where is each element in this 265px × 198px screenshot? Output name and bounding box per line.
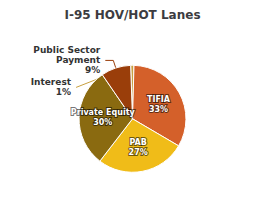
svg-text:9%: 9% bbox=[85, 65, 100, 75]
svg-text:PAB: PAB bbox=[129, 138, 146, 147]
svg-text:Payment: Payment bbox=[56, 55, 101, 65]
svg-text:I-95 HOV/HOT Lanes: I-95 HOV/HOT Lanes bbox=[64, 8, 200, 22]
svg-text:Interest: Interest bbox=[31, 77, 72, 87]
svg-text:Public Sector: Public Sector bbox=[33, 45, 100, 55]
svg-text:33%: 33% bbox=[149, 105, 168, 114]
svg-text:1%: 1% bbox=[56, 87, 71, 97]
svg-text:Private Equity: Private Equity bbox=[71, 108, 136, 117]
svg-text:27%: 27% bbox=[129, 148, 148, 157]
svg-text:TIFIA: TIFIA bbox=[147, 95, 171, 104]
svg-text:30%: 30% bbox=[93, 118, 112, 127]
